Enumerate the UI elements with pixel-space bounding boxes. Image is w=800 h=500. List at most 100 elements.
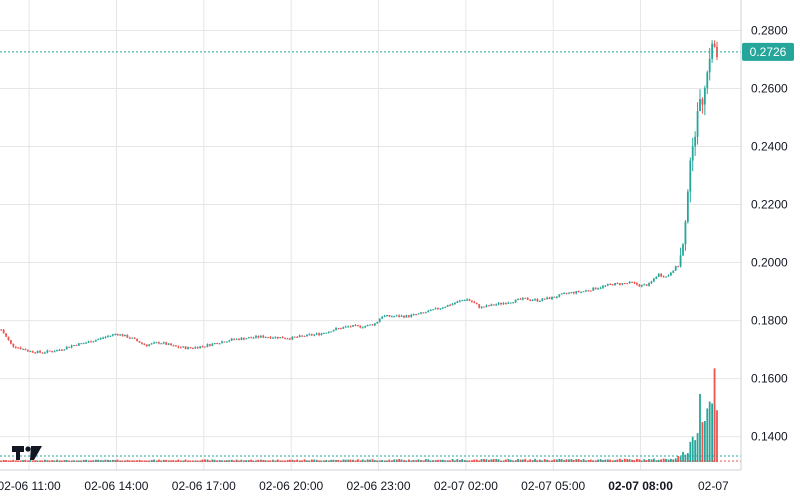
candle-down bbox=[0, 329, 3, 331]
axis-layer: 0.1400 0.1600 0.1800 0.2000 0.2200 0.2400 0.26… bbox=[0, 0, 788, 493]
candle-up bbox=[73, 345, 75, 347]
candle-down bbox=[636, 282, 638, 285]
candle-down bbox=[68, 346, 71, 348]
candle-up bbox=[225, 341, 228, 343]
candle-up bbox=[279, 337, 282, 339]
candle-down bbox=[289, 338, 291, 340]
candle-down bbox=[572, 292, 575, 294]
volume-bar bbox=[255, 460, 257, 462]
candle-down bbox=[201, 346, 204, 348]
volume-bar bbox=[652, 458, 655, 462]
candle-up bbox=[679, 255, 682, 267]
volume-bar bbox=[507, 458, 510, 462]
candle-up bbox=[46, 350, 49, 353]
candle-up bbox=[512, 302, 515, 304]
candle-up bbox=[344, 326, 347, 328]
volume-bar bbox=[686, 453, 689, 462]
candle-up bbox=[82, 343, 85, 345]
volume-bar bbox=[206, 459, 209, 462]
volume-bar bbox=[560, 458, 563, 462]
candle-up bbox=[107, 336, 109, 338]
candle-down bbox=[310, 334, 313, 336]
candle-up bbox=[509, 302, 512, 304]
candle-down bbox=[645, 284, 648, 286]
price-line-layer: 0.2726 bbox=[0, 42, 794, 462]
candle-up bbox=[446, 305, 449, 307]
candle-up bbox=[94, 339, 97, 342]
candle-up bbox=[206, 344, 209, 347]
candle-up bbox=[555, 296, 558, 298]
candle-down bbox=[296, 336, 299, 338]
volume-bar bbox=[393, 459, 396, 462]
volume-bar bbox=[257, 459, 260, 462]
volume-bar bbox=[158, 459, 160, 462]
volume-bar bbox=[645, 459, 648, 462]
candle-down bbox=[138, 341, 141, 343]
volume-bar bbox=[330, 459, 333, 462]
volume-bar bbox=[689, 441, 692, 462]
candle-up bbox=[325, 332, 328, 334]
volume-bar bbox=[218, 460, 221, 462]
volume-bar bbox=[677, 456, 680, 462]
candle-down bbox=[616, 283, 619, 285]
candle-up bbox=[119, 334, 122, 336]
candle-down bbox=[172, 345, 175, 347]
volume-bar bbox=[696, 433, 699, 462]
candle-up bbox=[706, 72, 709, 89]
volume-bar bbox=[638, 459, 641, 462]
candle-up bbox=[534, 299, 536, 301]
volume-bar bbox=[293, 460, 296, 462]
candle-up bbox=[395, 315, 398, 317]
candle-down bbox=[526, 298, 529, 300]
candle-down bbox=[356, 325, 359, 327]
candle-down bbox=[27, 350, 29, 352]
candle-down bbox=[17, 347, 20, 349]
volume-bar bbox=[29, 460, 32, 462]
last-price-label-bg bbox=[742, 42, 794, 61]
candle-up bbox=[490, 304, 493, 306]
volume-bar bbox=[349, 459, 352, 462]
candle-up bbox=[70, 345, 73, 348]
candle-down bbox=[638, 284, 641, 287]
candle-up bbox=[298, 335, 301, 338]
candle-down bbox=[242, 337, 245, 340]
volume-bar bbox=[699, 393, 701, 462]
volume-bar bbox=[701, 422, 704, 462]
candle-up bbox=[390, 316, 393, 318]
volume-bar bbox=[22, 460, 24, 462]
candle-up bbox=[456, 301, 459, 303]
candle-up bbox=[640, 284, 643, 287]
volume-bar bbox=[366, 459, 369, 462]
candle-up bbox=[213, 343, 216, 345]
candle-up bbox=[463, 300, 466, 302]
volume-bar bbox=[606, 459, 609, 462]
candle-up bbox=[80, 343, 83, 345]
volume-bar bbox=[565, 459, 568, 462]
candle-down bbox=[175, 345, 177, 347]
candle-up bbox=[352, 325, 354, 327]
volume-bar bbox=[381, 460, 384, 462]
candle-down bbox=[170, 343, 172, 346]
volume-bar bbox=[162, 459, 165, 462]
volume-bar bbox=[354, 460, 357, 462]
volume-bar bbox=[337, 459, 340, 462]
candle-up bbox=[691, 146, 694, 161]
volume-bar bbox=[281, 460, 284, 462]
volume-bar bbox=[665, 458, 667, 462]
candle-up bbox=[606, 284, 609, 286]
volume-bar bbox=[10, 460, 12, 462]
candle-down bbox=[5, 333, 7, 337]
volume-bar bbox=[502, 460, 505, 462]
candle-down bbox=[136, 338, 138, 342]
candle-down bbox=[631, 281, 633, 283]
last-price-label: 0.2726 bbox=[750, 45, 787, 59]
x-tick-label: 02-07 05:00 bbox=[521, 479, 585, 493]
volume-bar bbox=[175, 460, 177, 462]
candle-down bbox=[293, 336, 296, 338]
candle-down bbox=[359, 325, 362, 328]
candle-up bbox=[211, 343, 214, 346]
volume-bar bbox=[471, 460, 473, 462]
candle-down bbox=[223, 341, 226, 343]
volume-bar bbox=[538, 459, 541, 462]
